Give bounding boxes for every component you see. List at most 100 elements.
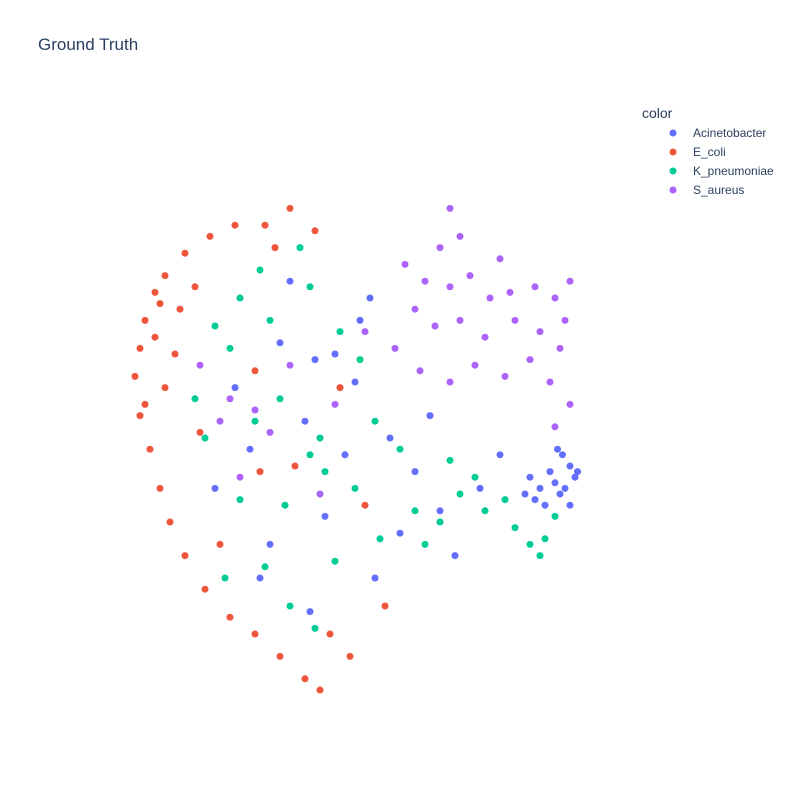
data-point — [306, 608, 314, 616]
data-point — [156, 484, 164, 492]
data-point — [326, 630, 334, 638]
data-point — [141, 400, 149, 408]
data-point — [436, 518, 444, 526]
data-point — [546, 468, 554, 476]
data-point — [136, 344, 144, 352]
data-point — [526, 540, 534, 548]
data-point — [211, 484, 219, 492]
data-point — [396, 445, 404, 453]
data-point — [316, 490, 324, 498]
data-point — [316, 434, 324, 442]
data-point — [551, 512, 559, 520]
data-point — [251, 367, 259, 375]
data-point — [286, 277, 294, 285]
data-point — [421, 277, 429, 285]
data-point — [456, 490, 464, 498]
data-point — [201, 434, 209, 442]
legend-marker — [669, 148, 677, 156]
data-point — [356, 356, 364, 364]
data-point — [306, 283, 314, 291]
legend-item-acinetobacter[interactable]: Acinetobacter — [669, 126, 767, 140]
data-point — [561, 484, 569, 492]
data-point — [411, 305, 419, 313]
legend-marker — [669, 129, 677, 137]
data-point — [416, 367, 424, 375]
data-point — [181, 249, 189, 257]
data-point — [486, 294, 494, 302]
data-point — [361, 501, 369, 509]
data-point — [266, 316, 274, 324]
data-point — [566, 462, 574, 470]
data-point — [481, 333, 489, 341]
data-point — [266, 540, 274, 548]
data-point — [361, 328, 369, 336]
data-point — [321, 512, 329, 520]
data-point — [246, 445, 254, 453]
data-point — [446, 378, 454, 386]
data-point — [386, 434, 394, 442]
data-point — [251, 630, 259, 638]
data-point — [356, 316, 364, 324]
data-point — [336, 384, 344, 392]
data-point — [231, 384, 239, 392]
series-s-aureus — [196, 204, 574, 498]
data-point — [236, 294, 244, 302]
data-point — [161, 384, 169, 392]
data-point — [559, 451, 566, 459]
data-point — [456, 232, 464, 240]
data-point — [141, 316, 149, 324]
data-point — [156, 300, 164, 308]
data-point — [566, 277, 574, 285]
data-point — [151, 288, 159, 296]
data-point — [226, 613, 234, 621]
data-point — [221, 574, 229, 582]
data-point — [506, 288, 514, 296]
data-point — [346, 652, 354, 660]
data-point — [276, 339, 284, 347]
data-point — [191, 283, 199, 291]
legend-item-k-pneumoniae[interactable]: K_pneumoniae — [669, 164, 775, 178]
data-point — [436, 507, 444, 515]
data-point — [456, 316, 464, 324]
data-point — [351, 484, 359, 492]
data-point — [336, 328, 344, 336]
data-point — [551, 423, 559, 431]
legend-items[interactable]: Acinetobacter E_coli K_pneumoniae S_aureus — [669, 126, 775, 197]
data-point — [151, 333, 159, 341]
data-point — [451, 552, 459, 560]
data-point — [391, 344, 399, 352]
data-point — [381, 602, 389, 610]
data-point — [541, 535, 549, 543]
data-point — [286, 602, 294, 610]
data-point — [231, 221, 239, 229]
data-point — [286, 361, 294, 369]
legend-label: K_pneumoniae — [693, 164, 774, 178]
data-point — [251, 417, 259, 425]
data-point — [371, 574, 379, 582]
data-point — [471, 361, 479, 369]
data-point — [331, 400, 339, 408]
data-point — [401, 260, 409, 268]
data-point — [311, 356, 319, 364]
legend-label: S_aureus — [693, 183, 744, 197]
data-point — [501, 496, 509, 504]
data-point — [366, 294, 374, 302]
data-point — [196, 428, 204, 436]
data-point — [421, 540, 429, 548]
legend-item-s-aureus[interactable]: S_aureus — [669, 183, 745, 197]
data-point — [476, 484, 484, 492]
data-point — [316, 686, 324, 694]
data-point — [501, 372, 509, 380]
series-e-coli — [131, 204, 389, 694]
legend-item-e-coli[interactable]: E_coli — [669, 145, 726, 159]
data-point — [536, 328, 544, 336]
data-point — [511, 316, 519, 324]
legend[interactable]: color Acinetobacter E_coli K_pneumoniae S_a… — [642, 105, 774, 197]
chart-title: Ground Truth — [38, 35, 138, 54]
data-point — [341, 451, 349, 459]
data-point — [281, 501, 289, 509]
data-point — [376, 535, 384, 543]
data-point — [554, 445, 561, 453]
data-point — [446, 456, 454, 464]
